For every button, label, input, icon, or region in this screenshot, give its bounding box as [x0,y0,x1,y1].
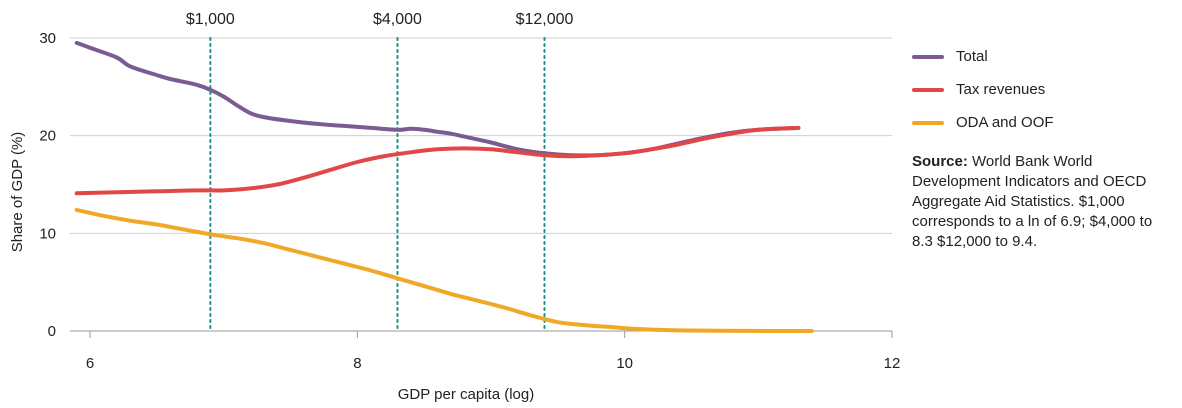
legend-swatch [912,87,944,92]
legend-swatch [912,54,944,59]
legend-label: Tax revenues [956,81,1046,98]
y-tick-label: 30 [39,30,56,47]
x-tick-label: 6 [86,355,94,372]
reference-line-label: $1,000 [186,11,235,28]
y-tick-label: 0 [48,323,56,340]
x-tick-label: 10 [616,355,633,372]
reference-lines: $1,000 $4,000 $12,000 [186,11,574,332]
reference-line-label: $4,000 [373,11,422,28]
source-note: Source: World Bank World Development Ind… [912,152,1174,252]
legend-item-total: Total [912,40,1172,73]
legend-item-tax-revenues: Tax revenues [912,73,1172,106]
legend-item-oda-and-oof: ODA and OOF [912,106,1172,139]
x-axis-title: GDP per capita (log) [398,386,534,403]
source-label: Source: [912,153,968,170]
x-tick-label: 8 [353,355,361,372]
series-lines [74,40,814,333]
axes: 0 10 20 30 6 8 10 12 [39,30,900,372]
legend: Total Tax revenues ODA and OOF [912,40,1172,139]
reference-line-label: $12,000 [516,11,574,28]
legend-label: ODA and OOF [956,114,1054,131]
series-line-total [74,40,801,158]
grid-lines [70,37,892,234]
y-tick-label: 20 [39,128,56,145]
source-text: World Bank World Development Indicators … [912,153,1153,250]
series-line-tax-revenues [74,125,801,196]
y-tick-label: 10 [39,225,56,242]
series-line-oda-and-oof [74,207,814,333]
legend-swatch [912,120,944,125]
x-tick-label: 12 [884,355,901,372]
y-axis-title: Share of GDP (%) [9,132,26,253]
legend-label: Total [956,48,988,65]
